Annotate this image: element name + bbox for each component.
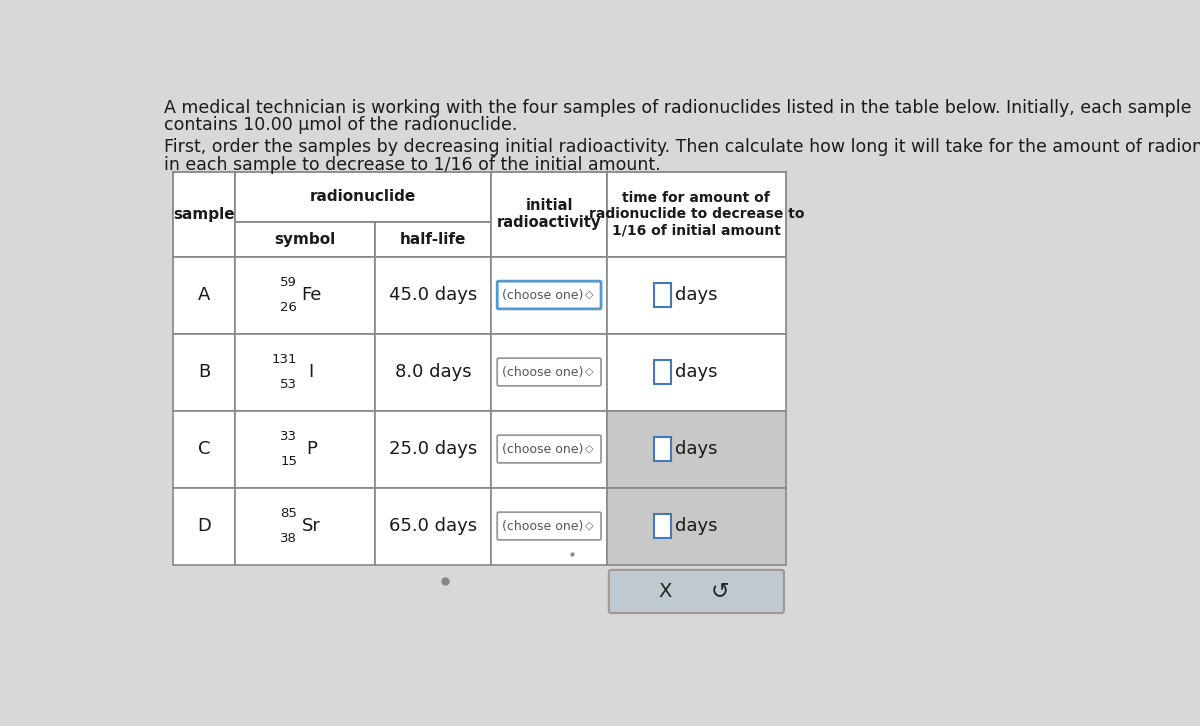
Text: sample: sample <box>174 207 235 221</box>
Text: days: days <box>676 440 718 458</box>
Text: days: days <box>676 363 718 381</box>
Text: time for amount of
radionuclide to decrease to
1/16 of initial amount: time for amount of radionuclide to decre… <box>589 191 804 237</box>
Text: (choose one): (choose one) <box>503 288 583 301</box>
Bar <box>607 488 786 565</box>
Text: half-life: half-life <box>400 232 466 247</box>
Text: C: C <box>198 440 210 458</box>
Text: I: I <box>308 363 314 381</box>
Bar <box>374 256 491 333</box>
Text: First, order the samples by decreasing initial radioactivity. Then calculate how: First, order the samples by decreasing i… <box>164 138 1200 156</box>
Bar <box>374 333 491 410</box>
Bar <box>173 256 235 333</box>
Text: 53: 53 <box>281 378 298 391</box>
Bar <box>654 438 671 460</box>
Bar <box>491 333 607 410</box>
Bar <box>654 283 671 306</box>
Bar <box>491 410 607 488</box>
Text: (choose one): (choose one) <box>503 520 583 532</box>
Text: contains 10.00 μmol of the radionuclide.: contains 10.00 μmol of the radionuclide. <box>164 116 517 134</box>
Bar <box>173 333 235 410</box>
Bar <box>607 410 786 488</box>
Bar <box>654 361 671 383</box>
FancyBboxPatch shape <box>497 512 601 540</box>
FancyBboxPatch shape <box>608 570 784 613</box>
Bar <box>173 488 235 565</box>
Bar <box>235 333 374 410</box>
FancyBboxPatch shape <box>497 435 601 463</box>
Bar <box>607 256 786 333</box>
Text: Sr: Sr <box>301 517 320 535</box>
Bar <box>235 172 491 222</box>
Bar <box>235 222 374 256</box>
Text: Fe: Fe <box>301 286 322 304</box>
Text: 33: 33 <box>281 431 298 443</box>
Bar <box>173 410 235 488</box>
Text: X: X <box>659 582 672 601</box>
Text: days: days <box>676 517 718 535</box>
Text: in each sample to decrease to 1/16 of the initial amount.: in each sample to decrease to 1/16 of th… <box>164 155 660 174</box>
Text: 131: 131 <box>271 354 298 366</box>
Bar <box>235 488 374 565</box>
Text: A: A <box>198 286 210 304</box>
Text: symbol: symbol <box>275 232 336 247</box>
Bar <box>374 488 491 565</box>
Text: radionuclide: radionuclide <box>310 189 416 204</box>
Bar <box>173 172 235 256</box>
Text: 15: 15 <box>281 455 298 468</box>
Bar <box>374 410 491 488</box>
Bar <box>235 256 374 333</box>
Text: ◇: ◇ <box>586 521 594 531</box>
Bar <box>491 172 607 256</box>
Text: P: P <box>306 440 317 458</box>
Text: 8.0 days: 8.0 days <box>395 363 472 381</box>
Text: 65.0 days: 65.0 days <box>389 517 476 535</box>
Text: (choose one): (choose one) <box>503 365 583 378</box>
Bar <box>607 333 786 410</box>
Text: A medical technician is working with the four samples of radionuclides listed in: A medical technician is working with the… <box>164 99 1192 118</box>
Bar <box>607 172 786 256</box>
Bar <box>235 410 374 488</box>
Text: 59: 59 <box>281 276 298 289</box>
Text: D: D <box>197 517 211 535</box>
Text: B: B <box>198 363 210 381</box>
Bar <box>374 222 491 256</box>
Text: 85: 85 <box>281 507 298 521</box>
FancyBboxPatch shape <box>497 281 601 309</box>
Bar <box>491 488 607 565</box>
Bar <box>491 256 607 333</box>
Text: 26: 26 <box>281 301 298 314</box>
Text: 25.0 days: 25.0 days <box>389 440 478 458</box>
Text: 45.0 days: 45.0 days <box>389 286 478 304</box>
Text: ↺: ↺ <box>710 582 728 601</box>
Text: 38: 38 <box>281 532 298 544</box>
Text: (choose one): (choose one) <box>503 443 583 455</box>
Text: ◇: ◇ <box>586 444 594 454</box>
Bar <box>654 515 671 537</box>
Text: ◇: ◇ <box>586 367 594 377</box>
Text: ◇: ◇ <box>586 290 594 300</box>
FancyBboxPatch shape <box>497 358 601 386</box>
Text: initial
radioactivity: initial radioactivity <box>497 198 601 230</box>
Text: days: days <box>676 286 718 304</box>
